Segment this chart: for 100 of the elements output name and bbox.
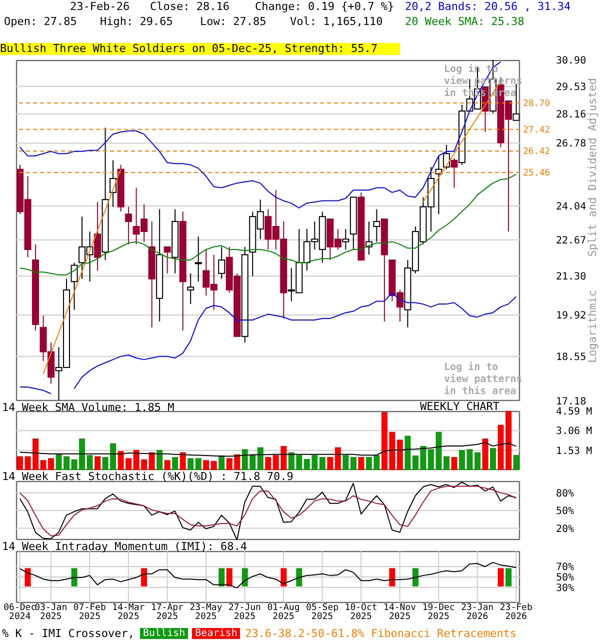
text: Bullish bbox=[140, 628, 188, 639]
y-tick-label: 19.92 bbox=[556, 310, 586, 322]
bar bbox=[443, 456, 450, 470]
bar bbox=[482, 438, 488, 470]
y-tick-label: 17.18 bbox=[556, 396, 586, 408]
x-tick-label: 01-Aug 2025 bbox=[267, 603, 300, 622]
text: % K - IMI Crossover, bbox=[2, 627, 134, 640]
bar bbox=[474, 452, 480, 470]
text: 20 Week SMA: 25.38 bbox=[405, 15, 524, 28]
chart-title: 14 Week SMA Volume: 1.85 M bbox=[2, 401, 174, 414]
candlestick bbox=[94, 201, 102, 272]
bar bbox=[156, 450, 163, 470]
candlestick bbox=[194, 236, 202, 282]
y-tick-label: 26.78 bbox=[556, 138, 586, 150]
bar bbox=[505, 411, 512, 470]
text: Close: 28.16 bbox=[150, 0, 230, 13]
x-tick-label: 27-Jun 2025 bbox=[228, 603, 261, 622]
candlestick bbox=[70, 262, 78, 310]
bar bbox=[210, 461, 217, 470]
bar bbox=[180, 452, 186, 470]
x-tick-label: 17-Apr 2025 bbox=[150, 603, 184, 622]
bar bbox=[319, 457, 326, 470]
y-tick-label: 24.04 bbox=[556, 201, 586, 212]
y-tick-label: 1.53 M bbox=[556, 446, 592, 457]
line-series bbox=[19, 562, 517, 588]
x-tick-label: 03-Jan 2025 bbox=[34, 603, 68, 622]
bar bbox=[172, 457, 178, 470]
y-tick-label: 50% bbox=[556, 572, 574, 584]
ref-line-label: 26.42 bbox=[523, 146, 550, 157]
text: 23.6-38.2-50-61.8% Fibonacci Retracements bbox=[245, 627, 517, 640]
bar bbox=[451, 457, 458, 470]
candlestick bbox=[442, 144, 450, 170]
bar bbox=[265, 457, 272, 470]
text: 20,2 Bands: 20.56 , 31.34 bbox=[405, 0, 571, 13]
x-tick-label: 14-Mar 2025 bbox=[112, 603, 146, 622]
y-tick-label: 22.67 bbox=[556, 235, 586, 246]
text: Low: 27.85 bbox=[200, 15, 266, 28]
bar bbox=[164, 460, 170, 470]
chart-title: 14 Week Intraday Momentum (IMI): 68.4 bbox=[2, 540, 248, 553]
candlestick bbox=[218, 246, 226, 280]
x-tick-label: 05-Sep 2025 bbox=[306, 603, 339, 622]
annotation: WEEKLY CHART bbox=[420, 400, 500, 413]
y-tick-label: 50% bbox=[556, 506, 574, 518]
y-tick-label: 20% bbox=[556, 524, 574, 535]
candlestick bbox=[187, 272, 194, 305]
text: Split and Dividend Adjusted bbox=[586, 78, 599, 257]
candlestick bbox=[342, 228, 350, 250]
bar bbox=[498, 424, 504, 470]
y-tick-label: 70% bbox=[556, 562, 574, 574]
bar bbox=[188, 458, 194, 470]
bar bbox=[257, 447, 264, 470]
bar bbox=[17, 456, 23, 470]
y-tick-label: 18.55 bbox=[556, 352, 586, 363]
bar bbox=[342, 455, 349, 470]
candlestick bbox=[373, 208, 380, 242]
candlestick bbox=[365, 221, 372, 256]
chart-title: 14 Week Fast Stochastic (%K)(%D) : 71.8 70.9 bbox=[2, 470, 294, 483]
bar bbox=[404, 436, 411, 470]
y-tick-label: 28.16 bbox=[556, 109, 586, 120]
y-tick-label: 80% bbox=[556, 488, 574, 500]
bar bbox=[358, 457, 364, 470]
x-tick-label: 23-May 2025 bbox=[190, 603, 223, 622]
bar bbox=[94, 456, 101, 470]
bar bbox=[195, 458, 202, 470]
x-tick-label: 23-Feb 2026 bbox=[500, 603, 532, 622]
bar bbox=[490, 448, 496, 470]
y-tick-label: 21.30 bbox=[556, 272, 586, 283]
ref-line-label: 28.70 bbox=[523, 98, 550, 109]
x-tick-label: 07-Feb 2025 bbox=[73, 603, 106, 622]
bar bbox=[327, 457, 334, 470]
candlestick bbox=[164, 246, 171, 274]
text: Vol: 1,165,110 bbox=[290, 15, 383, 28]
x-tick-label: 06-Dec 2024 bbox=[4, 603, 36, 622]
ref-line-label: 25.46 bbox=[523, 168, 550, 178]
text: Bullish Three White Soldiers on 05-Dec-25, Strength: 55.7 bbox=[0, 42, 400, 55]
text: Bearish bbox=[192, 628, 240, 639]
x-tick-label: 10-Oct 2025 bbox=[344, 603, 378, 622]
text: Change: 0.19 {+0.7 %} bbox=[255, 0, 394, 13]
y-tick-label: 3.06 M bbox=[556, 426, 592, 438]
x-tick-label: 14-Nov 2025 bbox=[384, 603, 416, 622]
bar bbox=[513, 454, 520, 470]
ref-line-label: 27.42 bbox=[523, 125, 550, 136]
y-tick-label: 29.53 bbox=[556, 82, 586, 93]
bar bbox=[148, 452, 155, 470]
text: Logarithmic bbox=[586, 290, 599, 363]
bar bbox=[334, 447, 341, 470]
x-tick-label: 23-Jan 2026 bbox=[461, 603, 494, 622]
text: 23-Feb-26 bbox=[70, 0, 130, 13]
y-tick-label: 4.59 M bbox=[556, 406, 592, 418]
bar bbox=[203, 460, 210, 470]
text: High: 29.65 bbox=[100, 15, 173, 28]
text: Open: 27.85 bbox=[4, 15, 77, 28]
candlestick bbox=[125, 206, 132, 245]
line-series bbox=[19, 442, 517, 457]
y-tick-label: 30% bbox=[556, 582, 574, 594]
y-tick-label: 30.90 bbox=[556, 56, 586, 67]
bar bbox=[350, 457, 356, 470]
bar bbox=[86, 455, 93, 470]
bar bbox=[218, 455, 225, 470]
x-tick-label: 19-Dec 2025 bbox=[422, 603, 455, 622]
